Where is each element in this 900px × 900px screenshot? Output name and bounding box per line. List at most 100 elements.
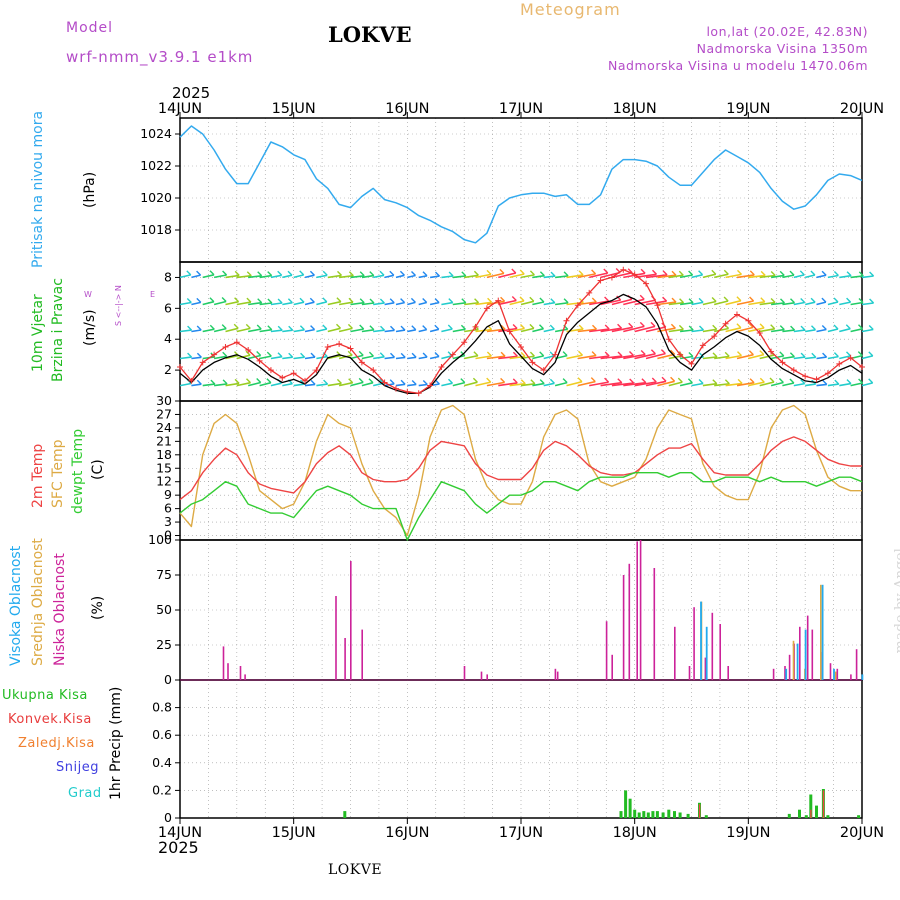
cloud-low-bar (639, 540, 642, 680)
wind-arrow-head (778, 378, 784, 383)
cloud-low-bar (628, 563, 631, 680)
wind-arrow (316, 383, 328, 387)
wind-arrow-head (277, 325, 283, 331)
wind-arrow-head (650, 321, 656, 327)
wind-arrow-head (549, 324, 555, 330)
wind-arrow-head (591, 269, 597, 275)
wind-arrow (293, 356, 305, 360)
wind-arrow-head (529, 323, 535, 329)
wind-arrow-head (245, 350, 251, 356)
wind-arrow-head (592, 324, 597, 330)
year-top: 2025 (172, 84, 211, 102)
model-name: wrf-nmm_v3.9.1 e1km (66, 48, 254, 66)
wind-speed-marker (756, 330, 763, 337)
wind-arrow-head (578, 324, 584, 330)
wind-arrow-head (299, 297, 305, 303)
wind-arrow-head (186, 270, 192, 276)
wind-arrow-head (562, 351, 568, 357)
wind-arrow-head (712, 379, 718, 385)
wind-arrow-head (660, 349, 666, 355)
wind-arrow (520, 274, 535, 279)
wind-arrow (759, 354, 775, 360)
wind-arrow-head (256, 324, 262, 330)
wind-arrow (861, 302, 874, 306)
precip-conv-bar (698, 804, 701, 818)
wind-arrow (486, 272, 505, 279)
wind-arrow-head (822, 352, 828, 358)
wind-arrow-head (348, 271, 354, 277)
wind-speed-marker (745, 317, 752, 324)
wind-arrow (634, 381, 657, 387)
wind-arrow-head (737, 269, 742, 275)
wind-arrow-head (868, 325, 874, 330)
wind-arrow (611, 326, 633, 333)
wind-arrow-head (389, 298, 395, 304)
wind-arrow (475, 355, 492, 360)
wind-arrow-head (472, 377, 478, 383)
precip-total-bar (826, 815, 830, 818)
wind-arrow (600, 299, 621, 306)
cloud-low-bar (463, 666, 466, 680)
wind-arrow (532, 274, 545, 279)
wind-arrow-head (749, 296, 755, 302)
wind-arrow (282, 301, 293, 306)
precip-total-bar (343, 811, 347, 818)
wind-arrow-head (550, 298, 556, 304)
wind-arrow-head (411, 325, 417, 331)
wind-arrow (555, 275, 569, 279)
wind-arrow-head (336, 323, 341, 329)
wind-speed-marker (199, 359, 206, 366)
wind-arrow (839, 382, 852, 387)
wind-arrow (327, 274, 342, 279)
wind-speed-marker (665, 336, 672, 343)
wind-arrow-head (670, 349, 676, 355)
wind-arrow-head (519, 296, 525, 302)
wind-barbs (179, 268, 875, 387)
wind-arrow-head (661, 376, 667, 382)
wind-arrow (282, 356, 293, 360)
wind-arrow-head (257, 298, 263, 304)
wind-direction-e: E (150, 290, 156, 299)
wind-arrow-head (846, 297, 852, 303)
wind-arrow-head (858, 378, 864, 384)
wind-arrow-head (821, 270, 827, 276)
wind-arrow-head (359, 271, 365, 277)
xtick-label: 20JUN (840, 825, 884, 841)
ytick-label: 50 (156, 602, 172, 617)
wind-arrow-head (322, 324, 328, 330)
wind-arrow-head (209, 297, 215, 303)
wind-arrow (600, 381, 622, 387)
wind-arrow (259, 355, 272, 360)
cloud-low-bar (653, 568, 656, 680)
wind-arrow (668, 274, 684, 279)
wind-arrow (861, 275, 874, 279)
wind-arrow-head (688, 325, 694, 331)
precip-total-bar (678, 812, 682, 818)
wind-arrow (236, 301, 252, 306)
wind-arrow (736, 326, 754, 333)
wind-arrow (589, 355, 610, 360)
wind-arrow-head (799, 270, 805, 276)
cloud-high-bar (821, 584, 824, 680)
wind-arrow-head (699, 325, 704, 331)
cloud-low-bar (350, 561, 352, 680)
wind-arrow-head (723, 296, 729, 302)
wind-arrow-head (486, 269, 492, 275)
wind-arrow-head (711, 269, 717, 275)
wind-arrow-head (688, 352, 694, 357)
wind-arrow (725, 299, 742, 306)
wind-speed-marker (404, 388, 411, 395)
wind-arrow-head (800, 352, 806, 358)
wind-arrow-head (800, 325, 806, 331)
cloud-low-bar (772, 668, 775, 680)
wind-arrow-head (790, 325, 796, 331)
wind-arrow-head (858, 324, 863, 330)
wind-speed-marker (279, 374, 286, 381)
wind-arrow (179, 301, 192, 306)
wind-arrow (327, 354, 341, 360)
wind-arrow (373, 329, 385, 333)
wind-arrow-head (299, 270, 305, 276)
wind-arrow-head (196, 352, 202, 358)
wind-arrow (850, 275, 864, 279)
wind-arrow (429, 355, 440, 360)
